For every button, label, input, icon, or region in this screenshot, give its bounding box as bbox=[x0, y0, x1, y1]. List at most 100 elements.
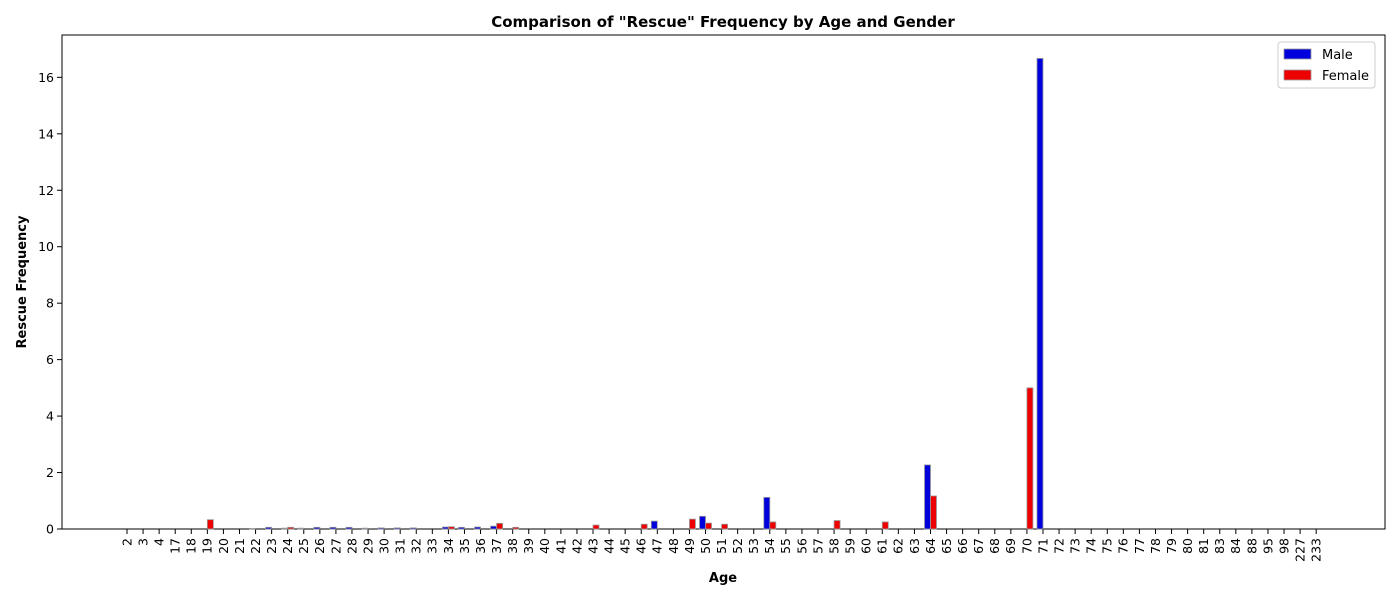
y-tick-label: 4 bbox=[46, 409, 54, 424]
x-tick-label: 25 bbox=[296, 538, 311, 554]
y-tick-label: 0 bbox=[46, 522, 54, 537]
x-tick-label: 4 bbox=[152, 538, 167, 546]
x-tick-label: 56 bbox=[794, 538, 809, 554]
bar-female-64 bbox=[930, 495, 937, 530]
x-tick-label: 65 bbox=[939, 538, 954, 554]
x-tick-label: 36 bbox=[473, 538, 488, 554]
x-tick-label: 35 bbox=[457, 538, 472, 554]
y-axis-label: Rescue Frequency bbox=[15, 215, 30, 348]
x-tick-label: 84 bbox=[1228, 538, 1243, 554]
bar-female-54 bbox=[769, 521, 777, 530]
x-tick-label: 32 bbox=[409, 538, 424, 554]
x-tick-label: 63 bbox=[907, 538, 922, 554]
x-axis-label: Age bbox=[709, 571, 737, 586]
x-tick-label: 78 bbox=[1148, 538, 1163, 554]
x-tick-label: 80 bbox=[1180, 538, 1195, 554]
bar-female-50 bbox=[705, 522, 712, 530]
bar-male-30 bbox=[377, 527, 385, 530]
x-tick-label: 21 bbox=[232, 538, 247, 554]
x-tick-label: 43 bbox=[585, 538, 600, 554]
x-tick-label: 54 bbox=[762, 538, 777, 554]
bar-male-22 bbox=[249, 528, 256, 530]
y-tick-label: 6 bbox=[46, 352, 54, 367]
x-tick-label: 27 bbox=[328, 538, 343, 554]
x-tick-label: 61 bbox=[875, 538, 890, 554]
x-tick-label: 66 bbox=[955, 538, 970, 554]
x-tick-label: 41 bbox=[553, 538, 568, 554]
bar-male-54 bbox=[763, 496, 771, 530]
x-tick-label: 62 bbox=[891, 538, 906, 554]
bar-female-19 bbox=[206, 519, 214, 530]
x-tick-label: 3 bbox=[135, 538, 150, 546]
x-tick-label: 233 bbox=[1309, 538, 1324, 562]
bar-male-27 bbox=[329, 526, 337, 530]
x-tick-label: 44 bbox=[601, 538, 616, 554]
x-tick-label: 30 bbox=[376, 538, 391, 554]
bar-female-58 bbox=[833, 520, 841, 530]
x-tick-label: 23 bbox=[264, 538, 279, 554]
bar-male-31 bbox=[393, 527, 401, 530]
bar-male-50 bbox=[699, 515, 706, 530]
x-tick-label: 50 bbox=[698, 538, 713, 554]
bar-male-32 bbox=[409, 527, 417, 530]
y-tick-label: 16 bbox=[38, 70, 54, 85]
y-tick-label: 10 bbox=[38, 239, 54, 254]
bar-female-24 bbox=[287, 526, 295, 530]
x-tick-label: 79 bbox=[1164, 538, 1179, 554]
bar-female-37 bbox=[496, 522, 504, 530]
bar-female-38 bbox=[512, 526, 520, 530]
bar-male-71 bbox=[1036, 58, 1044, 530]
x-tick-label: 57 bbox=[810, 538, 825, 554]
bar-male-36 bbox=[474, 526, 481, 530]
x-tick-label: 22 bbox=[248, 538, 263, 554]
y-tick-label: 12 bbox=[38, 183, 54, 198]
x-tick-label: 71 bbox=[1035, 538, 1050, 554]
legend-swatch-female bbox=[1283, 69, 1312, 81]
x-tick-label: 42 bbox=[569, 538, 584, 554]
x-tick-label: 95 bbox=[1260, 538, 1275, 554]
x-tick-label: 76 bbox=[1116, 538, 1131, 554]
x-tick-label: 37 bbox=[489, 538, 504, 554]
x-tick-label: 68 bbox=[987, 538, 1002, 554]
legend-label-male: Male bbox=[1322, 48, 1353, 63]
x-tick-label: 51 bbox=[714, 538, 729, 554]
bar-male-28 bbox=[345, 526, 353, 530]
legend-swatch-male bbox=[1283, 48, 1312, 60]
bar-male-26 bbox=[313, 526, 321, 530]
bar-female-34 bbox=[447, 526, 455, 530]
x-tick-label: 75 bbox=[1100, 538, 1115, 554]
bar-female-46 bbox=[640, 523, 648, 530]
x-tick-label: 29 bbox=[360, 538, 375, 554]
y-tick-label: 14 bbox=[38, 126, 54, 141]
legend: Male Female bbox=[1277, 41, 1376, 89]
x-tick-label: 40 bbox=[537, 538, 552, 554]
bar-male-23 bbox=[265, 526, 273, 530]
x-tick-label: 73 bbox=[1068, 538, 1083, 554]
x-tick-label: 48 bbox=[666, 538, 681, 554]
x-tick-label: 26 bbox=[312, 538, 327, 554]
bar-male-34 bbox=[441, 526, 449, 530]
chart-title: Comparison of "Rescue" Frequency by Age … bbox=[491, 13, 955, 31]
x-tick-label: 64 bbox=[923, 538, 938, 554]
x-tick-label: 52 bbox=[730, 538, 745, 554]
x-tick-label: 58 bbox=[826, 538, 841, 554]
bar-female-61 bbox=[881, 521, 889, 530]
x-tick-label: 70 bbox=[1019, 538, 1034, 554]
x-tick-label: 59 bbox=[843, 538, 858, 554]
x-tick-label: 60 bbox=[859, 538, 874, 554]
x-tick-label: 33 bbox=[425, 538, 440, 554]
x-tick-label: 98 bbox=[1276, 538, 1291, 554]
x-tick-label: 47 bbox=[650, 538, 665, 554]
bar-male-37 bbox=[490, 525, 498, 530]
x-tick-label: 2 bbox=[119, 538, 134, 546]
x-tick-label: 19 bbox=[200, 538, 215, 554]
x-tick-label: 74 bbox=[1084, 538, 1099, 554]
x-tick-label: 53 bbox=[746, 538, 761, 554]
bar-male-35 bbox=[458, 526, 465, 530]
bar-female-49 bbox=[689, 518, 696, 530]
x-tick-label: 17 bbox=[168, 538, 183, 554]
x-tick-label: 69 bbox=[1003, 538, 1018, 554]
x-tick-label: 46 bbox=[634, 538, 649, 554]
bar-female-70 bbox=[1026, 387, 1034, 530]
